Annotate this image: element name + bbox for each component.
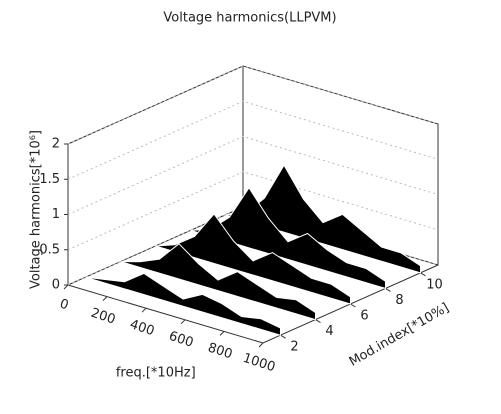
y-tick bbox=[420, 272, 426, 277]
z-tick-label: 2 bbox=[52, 137, 60, 152]
y-tick-label: 6 bbox=[360, 309, 368, 324]
surface-strip bbox=[225, 164, 421, 274]
x-tick bbox=[180, 319, 186, 325]
y-tick-label: 4 bbox=[325, 324, 333, 339]
y-tick bbox=[315, 319, 321, 324]
y-tick-label: 2 bbox=[290, 340, 298, 355]
y-tick bbox=[385, 287, 391, 292]
y-tick bbox=[350, 303, 356, 308]
chart-title: Voltage harmonics(LLPVM) bbox=[163, 11, 336, 26]
x-axis-title: freq.[*10Hz] bbox=[116, 366, 196, 381]
x-tick bbox=[102, 296, 108, 301]
x-tick-label: 200 bbox=[89, 306, 117, 328]
surface-strip bbox=[155, 213, 351, 305]
z-tick-label: 1.5 bbox=[39, 172, 60, 187]
y-tick-label: 10 bbox=[426, 277, 443, 292]
x-tick-label: 800 bbox=[206, 340, 234, 362]
surface-strip bbox=[85, 272, 281, 336]
z-axis-title: Voltage harmonics[*10⁶] bbox=[29, 130, 44, 289]
y-tick bbox=[280, 334, 286, 339]
x-tick-label: 400 bbox=[128, 317, 156, 339]
z-tick-label: 0.5 bbox=[39, 242, 60, 257]
x-tick-label: 0 bbox=[58, 297, 71, 314]
z-tick-label: 1 bbox=[52, 207, 60, 222]
z-tick-label: 0 bbox=[52, 278, 60, 293]
y-tick-label: 8 bbox=[395, 293, 403, 308]
surface-strip bbox=[120, 243, 316, 321]
grid-line bbox=[67, 171, 439, 251]
grid-line bbox=[67, 65, 439, 145]
x-tick bbox=[258, 342, 264, 348]
surface-strip bbox=[190, 186, 386, 290]
x-tick bbox=[141, 307, 147, 313]
grid-line bbox=[67, 100, 439, 180]
x-tick bbox=[219, 331, 225, 336]
x-tick-label: 600 bbox=[167, 329, 195, 351]
x-tick-label: 1000 bbox=[241, 351, 277, 375]
x-tick bbox=[63, 284, 69, 290]
grid-line bbox=[67, 135, 439, 215]
floor-edge bbox=[67, 264, 439, 344]
